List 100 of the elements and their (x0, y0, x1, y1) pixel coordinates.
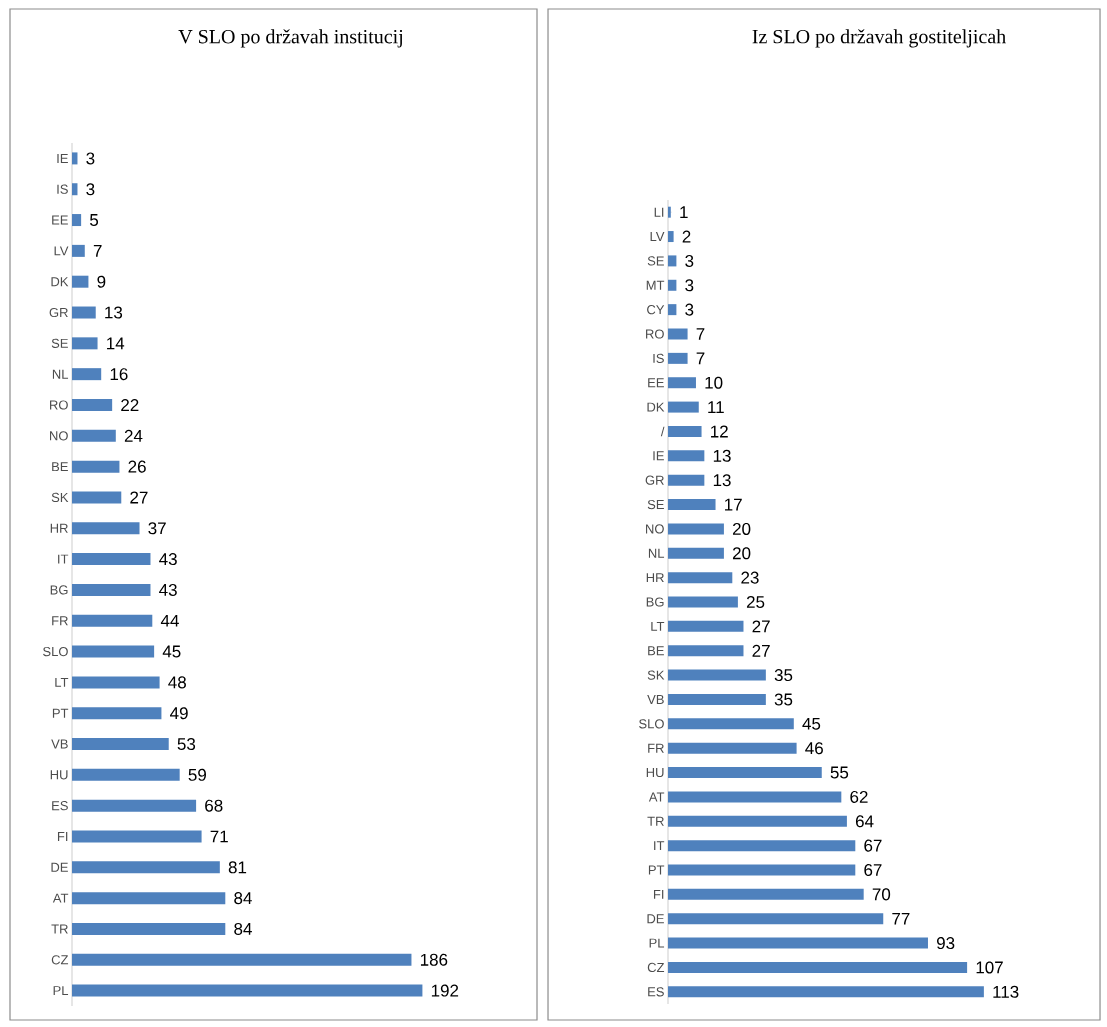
data-label: 25 (746, 595, 765, 609)
y-tick-label: LT (55, 677, 69, 687)
y-tick-label: AT (52, 893, 69, 903)
data-label: 13 (105, 306, 123, 319)
data-label: 7 (696, 328, 705, 340)
bar (72, 892, 226, 905)
data-label: 186 (420, 953, 448, 966)
bar (668, 255, 677, 267)
y-tick-label: ES (52, 801, 68, 811)
y-tick-label: DE (647, 914, 664, 924)
bar (668, 499, 716, 511)
y-tick-label: EE (648, 378, 664, 388)
y-tick-label: LT (651, 621, 665, 631)
bar (668, 718, 794, 730)
bar (72, 429, 116, 442)
y-tick-label: BG (646, 597, 664, 607)
y-tick-label: ES (648, 987, 664, 997)
data-label: 27 (130, 491, 148, 504)
bar (668, 206, 671, 218)
data-label: 14 (107, 337, 125, 350)
bar (668, 742, 797, 754)
bar (72, 553, 151, 566)
data-label: 20 (732, 547, 751, 560)
bar (668, 377, 696, 389)
bar (668, 669, 766, 681)
y-tick-label: IE (653, 451, 664, 461)
y-tick-label: NO (646, 524, 664, 534)
data-label: 35 (774, 669, 793, 682)
y-tick-label: LI (654, 207, 664, 217)
y-tick-label: NL (52, 369, 69, 379)
data-label: 192 (431, 984, 459, 997)
data-label: 107 (976, 961, 1003, 974)
bar (668, 986, 984, 998)
data-label: 23 (741, 571, 759, 584)
data-label: 44 (160, 614, 179, 627)
bar (72, 738, 169, 751)
y-tick-label: NL (648, 548, 665, 558)
y-tick-label: IE (57, 153, 68, 163)
y-tick-label: CZ (51, 955, 69, 965)
data-label: 70 (872, 888, 891, 901)
y-tick-label: DK (647, 402, 665, 412)
bar (72, 614, 153, 627)
data-label: 43 (159, 583, 177, 596)
data-label: 27 (752, 620, 770, 633)
data-label: 43 (159, 553, 177, 566)
data-label: 37 (148, 522, 166, 535)
data-label: 53 (177, 738, 196, 751)
y-tick-label: EE (52, 215, 68, 225)
data-label: 62 (850, 790, 868, 803)
y-tick-label: SK (51, 492, 69, 503)
bar (72, 460, 120, 473)
y-tick-label: PL (53, 986, 69, 996)
bar (72, 306, 96, 319)
data-label: 3 (685, 303, 694, 316)
bar (72, 214, 82, 227)
bar (72, 799, 197, 812)
y-tick-label: BE (52, 462, 68, 472)
bar (72, 953, 412, 966)
bar (668, 572, 733, 584)
data-label: 16 (110, 368, 128, 381)
data-label: 48 (168, 676, 186, 689)
y-tick-label: VB (647, 694, 664, 704)
bar (668, 913, 884, 925)
data-label: 67 (864, 863, 882, 877)
bar (72, 645, 155, 658)
bar (72, 398, 113, 411)
data-label: 22 (121, 399, 139, 411)
bar (72, 922, 226, 935)
y-tick-label: GR (49, 307, 68, 318)
y-tick-label: TR (51, 924, 68, 934)
y-tick-label: MT (646, 280, 665, 290)
bar (668, 864, 856, 876)
data-label: 59 (188, 768, 206, 781)
data-label: 13 (713, 474, 731, 487)
chart-title: V SLO po državah institucij (178, 29, 403, 48)
y-tick-label: / (660, 426, 665, 437)
data-label: 113 (993, 985, 1019, 998)
bar (668, 304, 677, 316)
data-label: 49 (170, 707, 188, 720)
y-tick-label: SE (647, 499, 664, 510)
bar (668, 328, 688, 340)
data-label: 55 (830, 766, 849, 779)
bar (668, 547, 724, 559)
bar (72, 768, 180, 781)
bar (668, 352, 688, 364)
data-label: 9 (97, 275, 106, 288)
data-label: 11 (708, 401, 724, 413)
data-label: 24 (124, 429, 143, 442)
bar (668, 888, 864, 900)
data-label: 45 (802, 717, 821, 730)
data-label: 67 (864, 839, 882, 852)
bar (72, 676, 160, 689)
data-label: 77 (892, 912, 910, 925)
bar (72, 152, 78, 165)
bar (668, 791, 842, 803)
y-tick-label: HU (50, 770, 68, 780)
data-label: 10 (705, 376, 723, 389)
y-tick-label: SLO (639, 719, 664, 729)
y-tick-label: SLO (43, 646, 68, 657)
y-tick-label: CY (647, 305, 665, 315)
